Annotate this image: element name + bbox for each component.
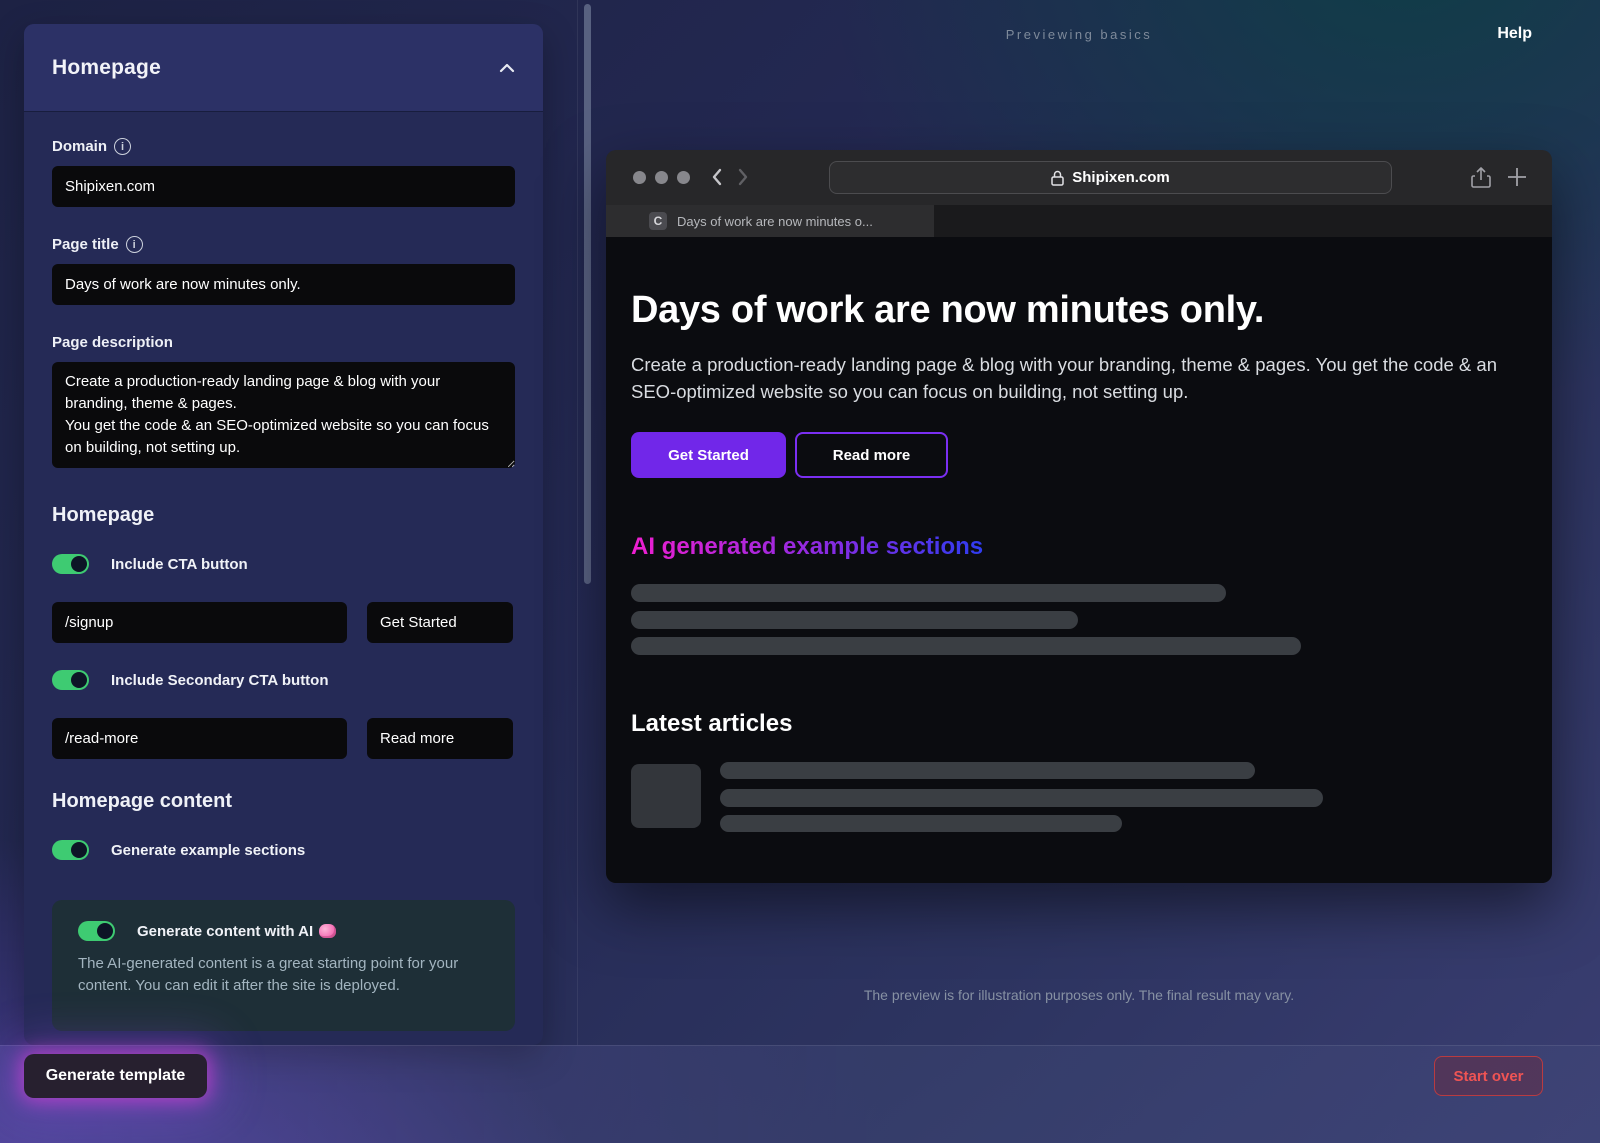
skeleton-bar [720, 762, 1255, 779]
traffic-light-icon [633, 171, 646, 184]
page-description-label-text: Page description [52, 334, 173, 351]
read-more-button[interactable]: Read more [795, 432, 948, 478]
ai-toggle-label: Generate content with AI [137, 922, 337, 940]
ai-toggle-label-text: Generate content with AI [137, 922, 314, 940]
page-title-input[interactable] [52, 264, 515, 305]
skeleton-bar [720, 789, 1323, 807]
include-cta-label: Include CTA button [111, 555, 248, 573]
toggle-on[interactable] [52, 840, 89, 860]
latest-articles-heading: Latest articles [631, 710, 793, 737]
tab-favicon: C [649, 212, 667, 230]
previewing-status: Previewing basics [1005, 27, 1153, 42]
back-chevron-icon[interactable] [710, 168, 724, 186]
toggle-on[interactable] [52, 670, 89, 690]
cta-label-input[interactable] [367, 602, 513, 643]
ai-card-description: The AI-generated content is a great star… [78, 955, 459, 994]
forward-chevron-icon[interactable] [736, 168, 750, 186]
toggle-knob [71, 842, 87, 858]
panel-divider [577, 0, 578, 1045]
generate-template-button[interactable]: Generate template [24, 1054, 207, 1098]
config-panel: Homepage Domain i Page title i Page desc [24, 24, 543, 1045]
include-secondary-cta-label: Include Secondary CTA button [111, 671, 329, 689]
brain-emoji-icon [319, 923, 337, 938]
skeleton-bar [720, 815, 1122, 832]
tab-title: Days of work are now minutes o... [677, 213, 873, 229]
include-secondary-cta-toggle-row[interactable]: Include Secondary CTA button [52, 670, 515, 690]
skeleton-bar [631, 611, 1078, 629]
cta-path-input[interactable] [52, 602, 347, 643]
ai-sections-heading: AI generated example sections [631, 533, 984, 560]
traffic-light-icon [655, 171, 668, 184]
page-title-label-text: Page title [52, 236, 119, 253]
toggle-on[interactable] [52, 554, 89, 574]
domain-label-text: Domain [52, 138, 108, 155]
page-description-label: Page description [52, 334, 515, 351]
preview-page: Days of work are now minutes only. Creat… [606, 237, 1552, 883]
start-over-button[interactable]: Start over [1434, 1056, 1543, 1096]
toggle-on[interactable] [78, 921, 115, 941]
page-description-textarea[interactable]: Create a production-ready landing page &… [52, 362, 515, 468]
homepage-section-heading: Homepage [52, 504, 155, 526]
generate-sections-toggle-row[interactable]: Generate example sections [52, 840, 515, 860]
panel-body: Domain i Page title i Page description C… [24, 112, 543, 1031]
panel-title: Homepage [52, 55, 161, 79]
info-icon[interactable]: i [114, 138, 132, 155]
cta-row: Get Started Read more [631, 432, 948, 478]
get-started-button[interactable]: Get Started [631, 432, 786, 478]
url-text: Shipixen.com [1072, 169, 1170, 186]
secondary-label-input[interactable] [367, 718, 513, 759]
toggle-knob [71, 672, 87, 688]
hero-description: Create a production-ready landing page &… [631, 354, 1497, 402]
traffic-light-icon [677, 171, 690, 184]
include-cta-toggle-row[interactable]: Include CTA button [52, 554, 515, 574]
hero-title: Days of work are now minutes only. [631, 289, 1265, 331]
url-bar[interactable]: Shipixen.com [829, 161, 1392, 194]
secondary-path-input[interactable] [52, 718, 347, 759]
lock-icon [1051, 170, 1064, 186]
scrollbar-thumb[interactable] [584, 4, 591, 584]
skeleton-bar [631, 637, 1301, 655]
browser-preview-window: Shipixen.com C Days of work are now minu… [606, 150, 1552, 883]
chevron-up-icon[interactable] [499, 63, 515, 73]
info-icon[interactable]: i [125, 236, 143, 253]
ai-toggle-row[interactable]: Generate content with AI [78, 921, 489, 941]
plus-icon[interactable] [1506, 166, 1528, 188]
browser-chrome: Shipixen.com [606, 150, 1552, 205]
ai-content-card: Generate content with AI The AI-generate… [52, 900, 515, 1031]
article-thumbnail-placeholder [631, 764, 701, 828]
share-icon[interactable] [1471, 166, 1491, 190]
homepage-content-heading: Homepage content [52, 790, 233, 812]
tab-bar: C Days of work are now minutes o... [606, 205, 1552, 237]
domain-label: Domain i [52, 138, 515, 155]
page-title-label: Page title i [52, 236, 515, 253]
toggle-knob [97, 923, 113, 939]
skeleton-bar [631, 584, 1226, 602]
generate-sections-label: Generate example sections [111, 841, 306, 859]
active-tab[interactable]: C Days of work are now minutes o... [606, 205, 934, 237]
bottom-action-bar: Generate template Start over [0, 1045, 1600, 1143]
toggle-knob [71, 556, 87, 572]
help-link[interactable]: Help [1497, 25, 1532, 42]
domain-input[interactable] [52, 166, 515, 207]
panel-header-homepage[interactable]: Homepage [24, 24, 543, 112]
preview-disclaimer: The preview is for illustration purposes… [863, 987, 1295, 1003]
